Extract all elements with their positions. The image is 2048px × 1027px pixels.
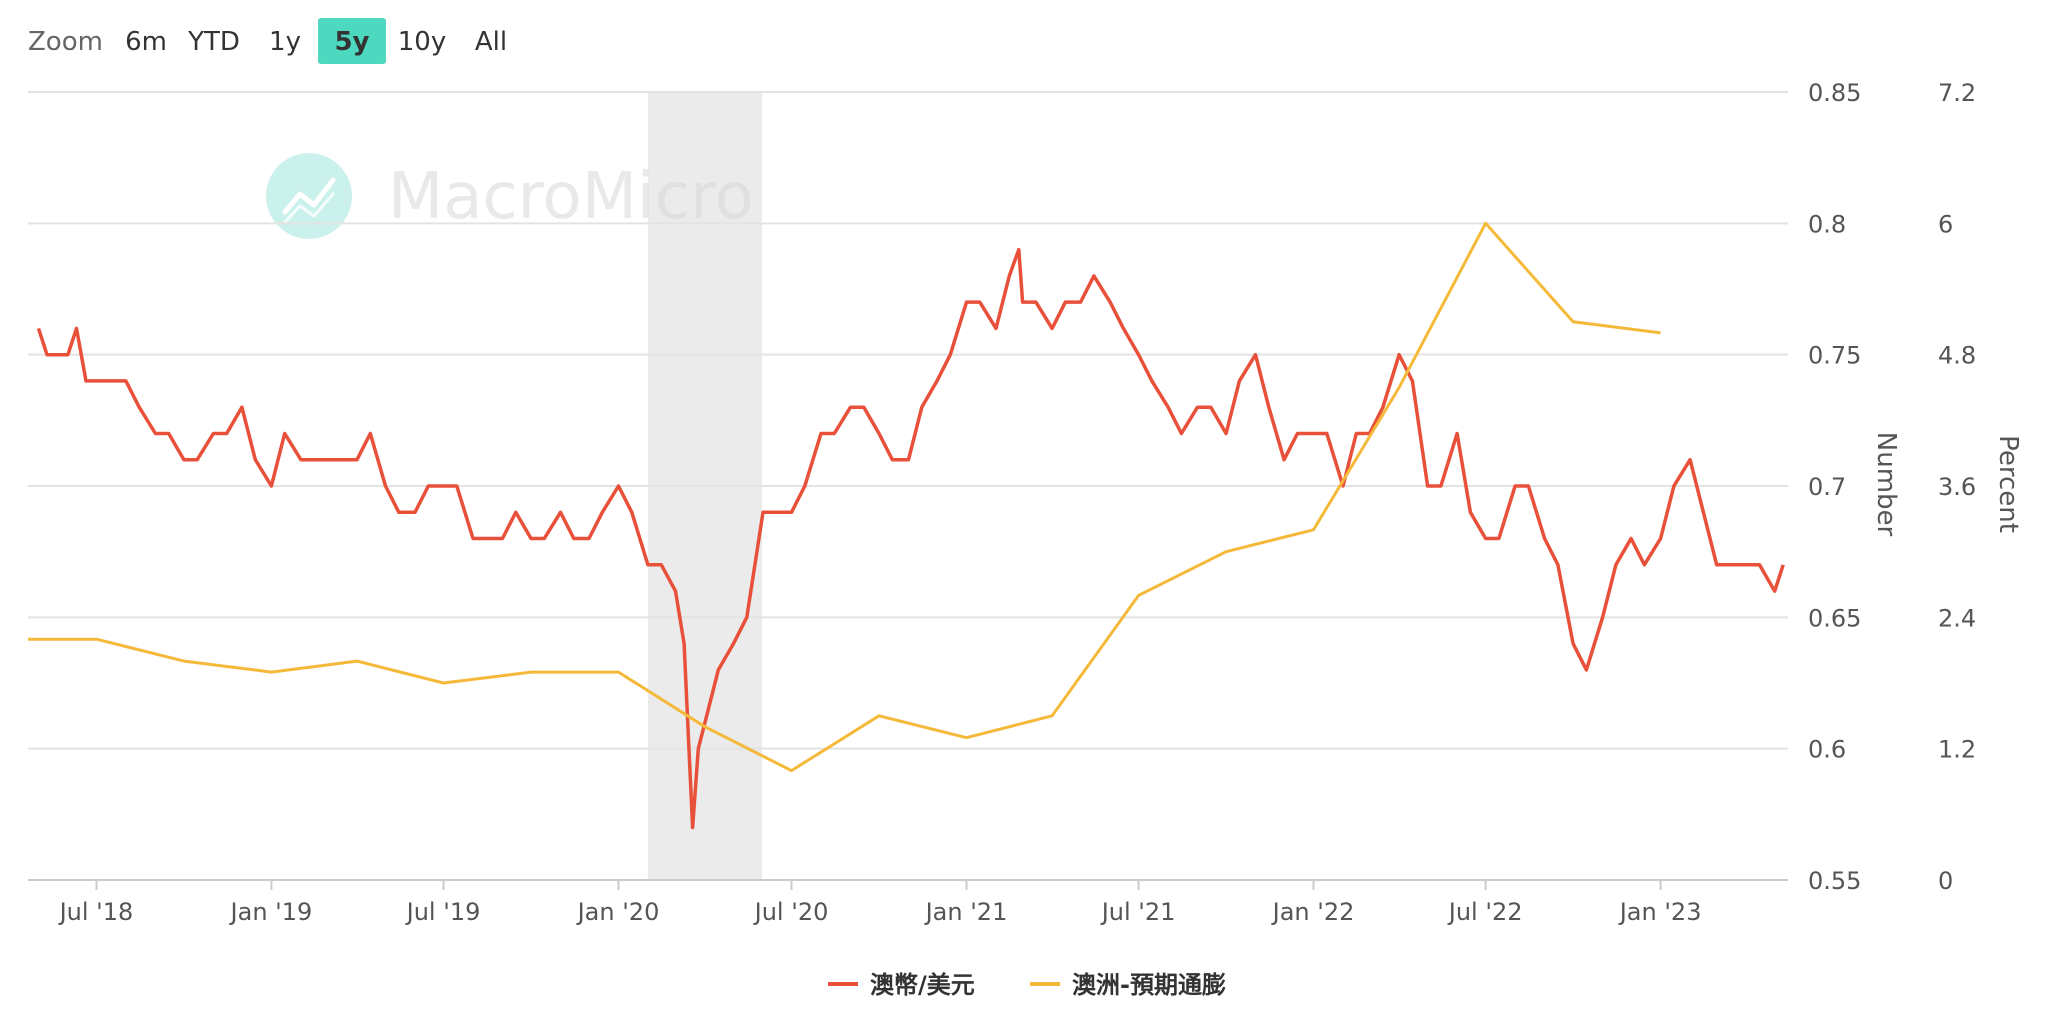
right-tick-label: 1.2: [1938, 736, 1976, 764]
x-axis: Jul '18 Jan '19 Jul '19 Jan '20 Jul '20 Jan '…: [58, 880, 1702, 926]
zoom-button-10y[interactable]: 10y: [398, 27, 446, 57]
zoom-button-1y[interactable]: 1y: [269, 27, 301, 57]
left-tick-label: 0.8: [1808, 210, 1846, 238]
zoom-button-label: 1y: [269, 27, 301, 57]
legend-label: 澳洲-預期通膨: [1072, 971, 1226, 999]
right-axis: 7.2 6 4.8 3.6 2.4 1.2 0: [1938, 79, 1976, 895]
zoom-button-label: All: [475, 27, 507, 57]
series-line-2: [28, 221, 1661, 773]
zoom-button-5y[interactable]: 5y: [318, 18, 386, 64]
right-tick-label: 3.6: [1938, 473, 1976, 501]
left-tick-label: 0.85: [1808, 79, 1861, 107]
zoom-button-label: YTD: [187, 27, 240, 57]
watermark: MacroMicro: [266, 153, 754, 239]
left-tick-label: 0.7: [1808, 473, 1846, 501]
zoom-button-label: 6m: [125, 27, 167, 57]
zoom-label: Zoom: [28, 27, 103, 57]
x-tick-label: Jul '21: [1100, 898, 1176, 926]
zoom-button-label: 5y: [334, 27, 369, 57]
right-tick-label: 7.2: [1938, 79, 1976, 107]
right-axis-title: Percent: [1993, 435, 2023, 533]
right-tick-label: 0: [1938, 867, 1953, 895]
zoom-button-label: 10y: [398, 27, 446, 57]
x-tick-label: Jul '18: [58, 898, 134, 926]
x-tick-label: Jul '19: [405, 898, 481, 926]
left-axis-title: Number: [1871, 432, 1901, 537]
left-axis: 0.85 0.8 0.75 0.7 0.65 0.6 0.55: [1808, 79, 1861, 895]
chart-trend-icon: [266, 153, 352, 239]
right-tick-label: 2.4: [1938, 604, 1976, 632]
legend-item-1[interactable]: 澳幣/美元: [828, 971, 975, 999]
right-tick-label: 6: [1938, 210, 1953, 238]
grid: [28, 91, 1788, 881]
x-tick-label: Jan '20: [576, 898, 660, 926]
series-line-1: [36, 247, 1785, 830]
zoom-button-ytd[interactable]: YTD: [187, 27, 240, 57]
x-tick-label: Jan '22: [1271, 898, 1355, 926]
legend: 澳幣/美元 澳洲-預期通膨: [828, 971, 1226, 999]
x-tick-label: Jan '19: [229, 898, 313, 926]
legend-item-2[interactable]: 澳洲-預期通膨: [1030, 971, 1226, 999]
right-tick-label: 4.8: [1938, 342, 1976, 370]
x-tick-label: Jan '21: [924, 898, 1008, 926]
plot-area: [28, 221, 1785, 830]
zoom-toolbar: Zoom 6m YTD 1y 5y 10y All: [28, 18, 507, 64]
x-tick-label: Jul '20: [753, 898, 829, 926]
zoom-button-6m[interactable]: 6m: [125, 27, 167, 57]
x-tick-label: Jan '23: [1618, 898, 1702, 926]
left-tick-label: 0.65: [1808, 604, 1861, 632]
legend-label: 澳幣/美元: [870, 971, 975, 999]
left-tick-label: 0.75: [1808, 342, 1861, 370]
zoom-button-all[interactable]: All: [475, 27, 507, 57]
left-tick-label: 0.6: [1808, 736, 1846, 764]
watermark-text: MacroMicro: [388, 160, 754, 234]
x-tick-label: Jul '22: [1447, 898, 1523, 926]
left-tick-label: 0.55: [1808, 867, 1861, 895]
